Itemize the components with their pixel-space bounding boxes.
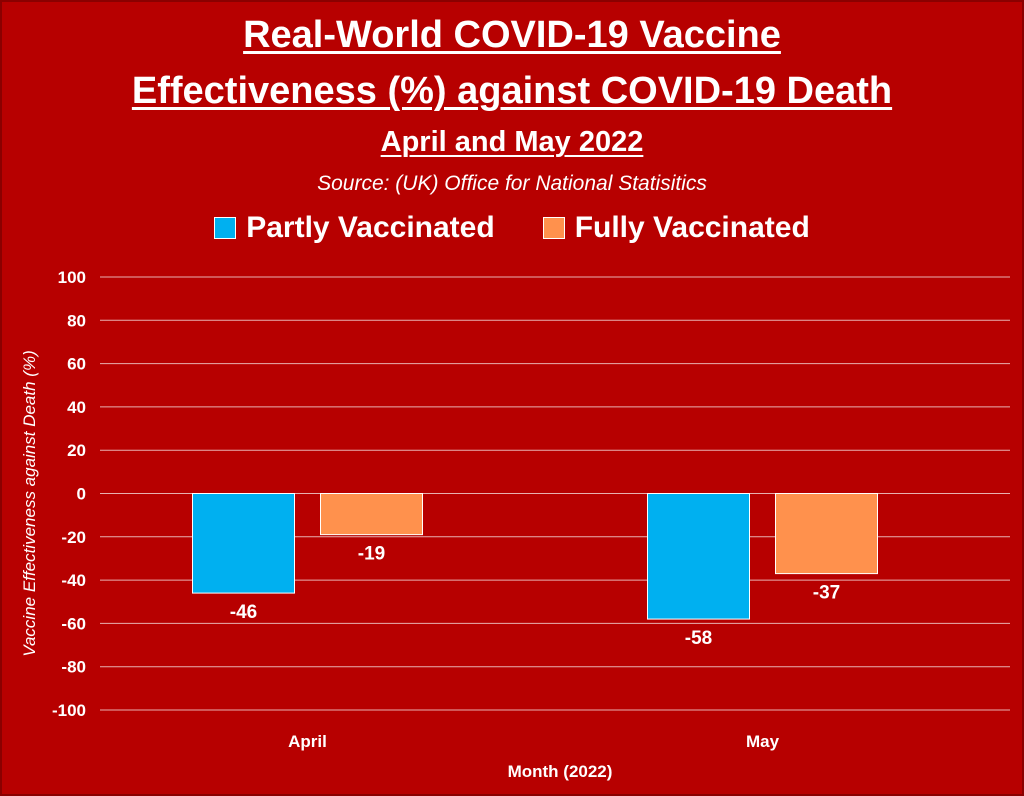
legend-label-partly: Partly Vaccinated	[246, 211, 495, 244]
y-tick-label: 60	[67, 355, 86, 374]
chart-source: Source: (UK) Office for National Statisi…	[317, 172, 707, 195]
legend: Partly Vaccinated Fully Vaccinated	[0, 211, 1024, 245]
y-axis-title: Vaccine Effectiveness against Death (%)	[20, 350, 39, 656]
bar-partly-vaccinated-may	[647, 493, 750, 620]
legend-swatch-partly	[214, 217, 237, 239]
y-tick-label: 80	[67, 311, 86, 330]
legend-item-partly: Partly Vaccinated	[214, 211, 495, 245]
y-tick-label: 0	[77, 485, 86, 504]
y-tick-label: -80	[61, 658, 86, 677]
bar-fully-vaccinated-may	[775, 493, 878, 575]
y-tick-label: -100	[52, 701, 86, 720]
x-tick-label: April	[288, 732, 327, 751]
chart-title-line-2: Effectiveness (%) against COVID-19 Death	[131, 70, 893, 112]
y-tick-label: -40	[61, 571, 86, 590]
data-label: -58	[685, 628, 712, 649]
y-tick-label: 100	[58, 268, 86, 287]
y-tick-label: -60	[61, 614, 86, 633]
x-tick-label: May	[746, 732, 780, 751]
bar-fully-vaccinated-april	[320, 493, 423, 536]
bar-partly-vaccinated-april	[192, 493, 295, 594]
y-tick-label: 20	[67, 441, 86, 460]
data-label: -46	[230, 602, 257, 623]
y-tick-label: -20	[61, 528, 86, 547]
data-label: -37	[813, 583, 840, 604]
chart-title-line-1: Real-World COVID-19 Vaccine	[243, 14, 781, 56]
y-tick-label: 40	[67, 398, 86, 417]
x-axis-title: Month (2022)	[508, 762, 613, 781]
legend-swatch-fully	[542, 217, 565, 239]
data-label: -19	[358, 544, 385, 565]
legend-label-fully: Fully Vaccinated	[574, 211, 810, 244]
legend-item-fully: Fully Vaccinated	[542, 211, 810, 245]
chart-subtitle: April and May 2022	[380, 126, 644, 158]
